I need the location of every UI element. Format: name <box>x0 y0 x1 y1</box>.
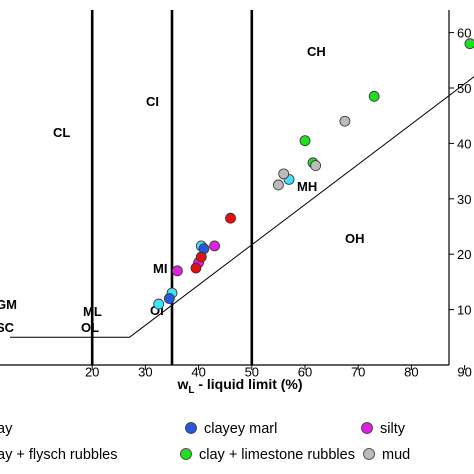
zone-label-ch: CH <box>307 44 326 59</box>
legend: ay clayey marl silty ay + flysch rubbles cla… <box>0 421 410 463</box>
data-point-silty <box>209 240 220 252</box>
zone-label-mi: MI <box>153 261 167 276</box>
y-tick-label: 20 <box>457 247 471 262</box>
data-point-clay-limestone-rubbles <box>464 38 474 50</box>
x-tick-label: 30 <box>138 365 152 380</box>
zone-label-ol: OL <box>81 320 99 335</box>
x-tick-marks: 2030405060708090100 <box>85 365 472 380</box>
x-tick-label: 70 <box>351 365 365 380</box>
x-tick-label: 90 <box>457 365 471 380</box>
data-point-clay <box>153 298 165 310</box>
x-tick-label: 60 <box>298 365 312 380</box>
x-tick-label: 20 <box>85 365 99 380</box>
data-point-silty <box>171 265 183 277</box>
data-point-clay-limestone-rubbles <box>299 135 311 147</box>
zone-label-ci: CI <box>146 94 159 109</box>
data-point-mud <box>278 168 290 180</box>
legend-label: clayey marl <box>204 421 277 437</box>
legend-label: ay <box>0 421 13 437</box>
x-axis-title-rest: - liquid limit (%) <box>194 376 302 392</box>
y-tick-label: 60 <box>457 26 471 41</box>
a-line <box>129 76 474 338</box>
zone-label-gm: GM <box>0 297 17 312</box>
data-point-clay-flysch-rubbles <box>225 212 236 224</box>
data-point-clay-flysch-rubbles <box>195 251 207 263</box>
legend-marker <box>361 422 373 434</box>
x-tick-label: 80 <box>404 365 418 380</box>
x-tick-label: 50 <box>245 365 259 380</box>
y-tick-label: 40 <box>457 136 471 151</box>
zone-label-cl: CL <box>53 125 70 140</box>
data-point-clay-limestone-rubbles <box>368 90 380 102</box>
zone-boundaries <box>10 10 474 365</box>
y-tick-label: 50 <box>457 81 471 96</box>
x-axis-title-main: w <box>176 376 188 392</box>
x-axis-title: wL - liquid limit (%) <box>176 376 302 396</box>
zone-label-sc: SC <box>0 320 15 335</box>
zone-label-mh: MH <box>297 179 317 194</box>
legend-label: mud <box>382 447 410 463</box>
legend-label: clay + limestone rubbles <box>199 447 355 463</box>
data-point-clay-flysch-rubbles <box>190 262 202 274</box>
x-axis-title-sub: L <box>188 385 194 396</box>
y-tick-label: 30 <box>457 192 471 207</box>
data-point-mud <box>339 115 351 127</box>
legend-marker <box>185 422 197 434</box>
legend-marker <box>363 448 375 460</box>
y-tick-label: 10 <box>457 303 471 318</box>
data-point-mud <box>310 160 322 171</box>
y-tick-marks: 10 20 30 40 50 60 <box>449 26 471 318</box>
legend-marker <box>180 448 192 460</box>
legend-label: silty <box>380 421 406 437</box>
zone-label-oh: OH <box>345 231 365 246</box>
x-tick-label: 40 <box>191 365 205 380</box>
data-point-clayey-marl <box>163 293 175 304</box>
legend-label: ay + flysch rubbles <box>0 447 118 463</box>
data-points <box>153 38 474 310</box>
zone-label-ml: ML <box>83 304 102 319</box>
data-point-mud <box>272 179 284 191</box>
